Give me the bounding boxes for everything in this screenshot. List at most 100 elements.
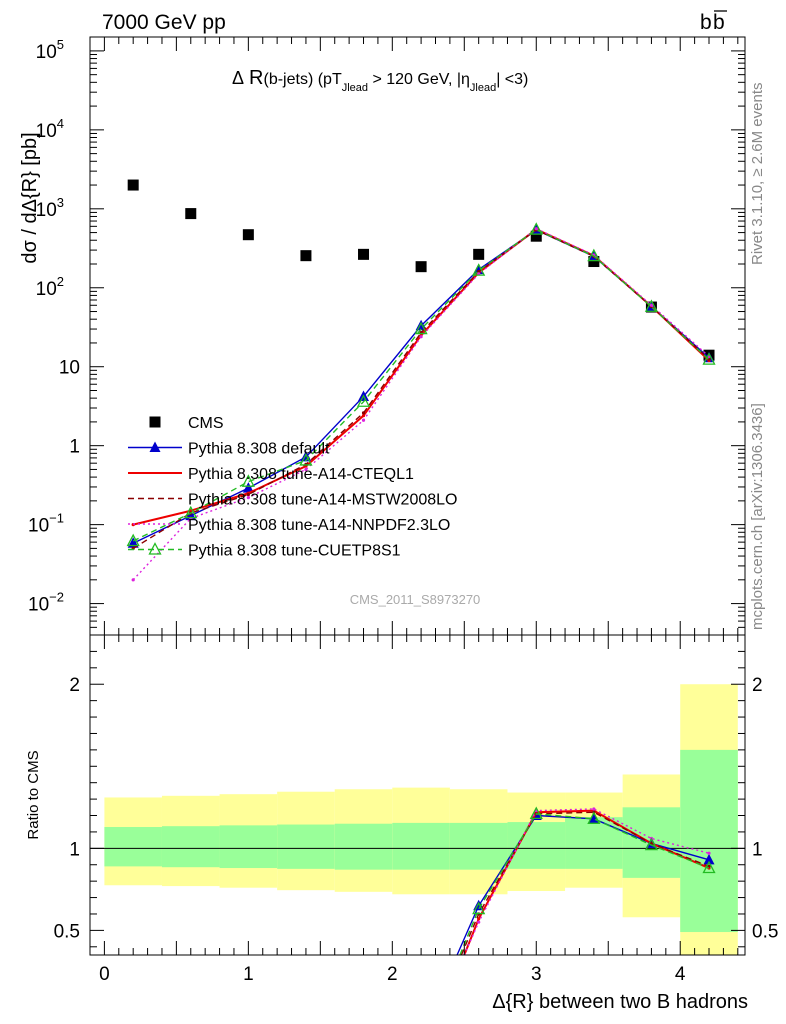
header-right: b b	[700, 10, 727, 34]
legend-label: Pythia 8.308 default	[188, 441, 330, 458]
ratio-point	[592, 807, 596, 811]
ratio-x-tick-label: 1	[243, 964, 254, 985]
legend-marker	[148, 542, 162, 555]
ratio-y-tick-labels: 0.5 0.5 1 1 2 2	[54, 675, 779, 942]
data-point	[304, 467, 308, 472]
rivet-label: Rivet 3.1.10, ≥ 2.6M events	[749, 83, 766, 266]
legend-label: Pythia 8.308 tune-A14-NNPDF2.3LO	[188, 517, 450, 534]
series-line	[132, 228, 710, 542]
data-point	[530, 230, 542, 242]
watermark: CMS_2011_S8973270	[350, 592, 481, 607]
ratio-series-3	[463, 807, 711, 956]
data-point	[419, 335, 423, 339]
legend-item: Pythia 8.308 tune-A14-NNPDF2.3LO	[128, 517, 450, 534]
legend-label: Pythia 8.308 tune-CUETP8S1	[188, 543, 401, 560]
ratio-line	[460, 811, 710, 956]
ratio-line	[459, 813, 710, 956]
data-point	[242, 482, 254, 493]
series-5	[126, 222, 716, 547]
data-point	[361, 411, 366, 415]
ratio-inner-band	[680, 749, 738, 933]
data-point	[588, 256, 600, 268]
title-sub2: Jlead	[470, 82, 496, 94]
ratio-series-4	[459, 806, 716, 956]
ratio-line	[463, 808, 710, 956]
data-point	[185, 208, 197, 220]
ratio-point	[473, 899, 485, 911]
data-point	[361, 418, 366, 422]
ratio-y-tick-label-right: 2	[752, 675, 763, 696]
ratio-inner-band	[507, 822, 566, 869]
legend-marker	[149, 441, 161, 452]
ratio-y-tick-label: 1	[69, 839, 80, 860]
data-point	[246, 493, 250, 497]
legend-marker	[149, 416, 161, 428]
ratio-inner-band	[219, 825, 278, 869]
ratio-inner-band	[449, 822, 508, 870]
data-point	[300, 250, 312, 262]
ratio-point	[644, 837, 659, 851]
data-point	[358, 248, 370, 260]
ratio-point	[707, 851, 711, 855]
ratio-frame	[89, 634, 746, 956]
ratio-inner-band	[104, 827, 162, 867]
legend-item: Pythia 8.308 tune-CUETP8S1	[128, 542, 401, 560]
data-point	[649, 303, 654, 307]
ratio-y-axis-label: Ratio to CMS	[25, 750, 42, 839]
ratio-inner-band	[277, 824, 335, 869]
title-delta: Δ	[232, 68, 244, 88]
ratio-point	[587, 811, 601, 824]
ratio-y-tick-label-right: 0.5	[752, 921, 778, 942]
data-point	[534, 227, 538, 231]
ratio-inner-band	[334, 823, 393, 870]
main-y-tick-labels: 10−2 10−1 1 10 102 103 104 105	[28, 37, 80, 616]
main-y-axis-label: dσ / dΔ{R} [pb]	[19, 132, 41, 263]
x-axis-label: Δ{R} between two B hadrons	[492, 991, 748, 1013]
ratio-x-tick-label: 4	[675, 964, 686, 985]
ratio-point	[529, 806, 543, 820]
title-end: | <3)	[496, 71, 528, 88]
main-y-tick-label: 105	[36, 37, 64, 63]
title-paren: (b-jets) (pT	[263, 71, 341, 88]
data-point	[246, 495, 250, 500]
data-point	[184, 505, 198, 519]
legend-label: Pythia 8.308 tune-A14-CTEQL1	[188, 466, 414, 483]
data-point	[131, 578, 135, 582]
data-point	[126, 533, 140, 547]
series-line	[132, 229, 710, 549]
legend-item: Pythia 8.308 tune-A14-CTEQL1	[128, 466, 414, 483]
data-point	[361, 414, 366, 418]
data-point	[472, 263, 486, 276]
header-right-bbar: b	[713, 11, 725, 34]
data-point	[127, 179, 139, 191]
main-y-tick-label: 10−1	[28, 511, 64, 537]
ratio-point	[472, 901, 486, 915]
title-sub1: Jlead	[342, 82, 368, 94]
legend-item: CMS	[149, 415, 224, 432]
main-y-tick-label: 1	[69, 437, 80, 458]
main-y-tick-label: 102	[36, 274, 64, 300]
ratio-y-tick-label: 0.5	[54, 921, 80, 942]
legend-label: Pythia 8.308 tune-A14-MSTW2008LO	[188, 492, 457, 509]
ratio-panel: 0.5 0.5 1 1 2 2 0 1 2 3 4 Ratio to CMS Δ{R} betwe…	[25, 634, 779, 1013]
legend: CMS Pythia 8.308 default Pythia 8.308 tune…	[128, 415, 457, 560]
main-y-tick-label: 10	[59, 358, 80, 379]
data-point	[473, 248, 485, 260]
main-y-tick-label: 10−2	[28, 590, 64, 616]
ratio-bands	[104, 684, 738, 955]
data-point	[644, 299, 659, 312]
main-y-ticks	[90, 50, 745, 636]
data-point	[242, 229, 254, 241]
data-point	[529, 222, 543, 235]
ratio-y-ticks	[90, 650, 745, 948]
main-y-tick-label: 104	[36, 116, 64, 142]
data-point	[587, 248, 601, 262]
header-left: 7000 GeV pp	[102, 11, 226, 34]
mcplots-label: mcplots.cern.ch [arXiv:1306.3436]	[749, 403, 766, 630]
ratio-point	[477, 920, 481, 924]
ratio-y-tick-label: 2	[69, 675, 80, 696]
title-r: R	[249, 67, 263, 89]
ratio-inner-band	[565, 817, 623, 869]
